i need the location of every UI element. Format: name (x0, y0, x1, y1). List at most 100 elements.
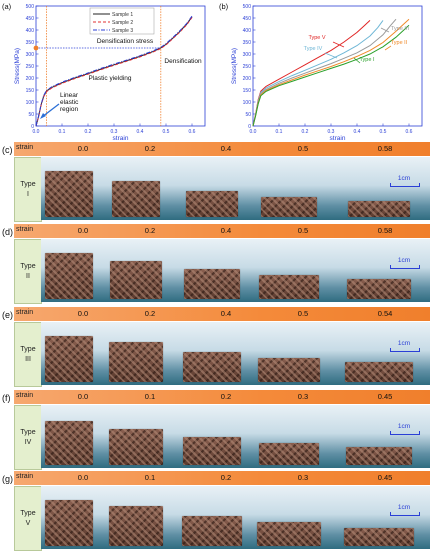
type-label-text: III (25, 356, 31, 363)
scale-bar-label: 1cm (397, 504, 411, 511)
photo-area: 1cm (41, 239, 430, 302)
legend-box (89, 7, 155, 35)
y-tick-label: 300 (26, 52, 35, 58)
photo-area: 1cm (41, 405, 430, 468)
y-tick-label: 250 (26, 64, 35, 70)
sample-photo (45, 171, 93, 217)
y-tick-label: 100 (26, 100, 35, 106)
scale-bar-label: 1cm (397, 423, 411, 430)
strain-value: 0.5 (297, 309, 309, 318)
scale-bar-label: 1cm (397, 340, 411, 347)
y-axis-label: Stress(MPa) (14, 48, 21, 84)
y-tick-label: 400 (26, 28, 35, 34)
scale-bar (390, 512, 420, 516)
x-tick-label: 0.2 (85, 129, 92, 135)
strain-header-label: strain (16, 473, 34, 480)
x-tick-label: 0.3 (328, 129, 335, 135)
series-label-0: Type V (308, 35, 325, 41)
sample-photo (183, 352, 241, 382)
panel-label: (c) (2, 145, 13, 155)
series-line-4 (252, 24, 410, 127)
x-tick-label: 0.0 (250, 129, 257, 135)
sample-photo (109, 429, 163, 465)
strain-value: 0.2 (144, 144, 156, 153)
scale-bar-label: 1cm (397, 257, 411, 264)
photo-area: 1cm (41, 322, 430, 385)
label-arrow-ii (384, 45, 392, 51)
y-tick-label: 200 (26, 76, 35, 82)
sample-photo (259, 443, 319, 465)
y-tick-label: 0 (248, 124, 251, 130)
series-line-2 (35, 15, 193, 127)
strain-value: 0.4 (220, 309, 232, 318)
series-line-1 (35, 17, 193, 127)
x-tick-label: 0.0 (33, 129, 40, 135)
y-tick-label: 100 (243, 100, 252, 106)
chart-b: 0 50 100 150 200 250 300 350 400 450 500 0.0 0.1 0.2 0… (217, 0, 432, 142)
strain-value: 0.3 (297, 473, 309, 482)
series-label-3: Type II (391, 40, 408, 46)
panel-label: (f) (2, 393, 11, 403)
type-label-text: IV (24, 439, 32, 446)
panel-label: (a) (2, 2, 12, 11)
strain-header-bar: strain 0.0 0.2 0.4 0.5 0.58 (14, 142, 430, 156)
type-label-text: Type (20, 510, 36, 517)
legend-entry-1: Sample 2 (112, 20, 133, 26)
strain-header-label: strain (16, 144, 34, 151)
x-tick-label: 0.6 (406, 129, 413, 135)
series-label-4: Type I (360, 57, 375, 63)
x-tick-label: 0.4 (137, 129, 144, 135)
strain-value: 0.2 (144, 226, 156, 235)
strain-header-bar: strain 0.0 0.2 0.4 0.5 0.54 (14, 307, 430, 321)
strain-value: 0.5 (297, 226, 309, 235)
type-label-text: Type (20, 346, 36, 353)
strain-header-label: strain (16, 392, 34, 399)
photo-row: (c) strain 0.0 0.2 0.4 0.5 0.58 Type I 1cm (0, 142, 432, 222)
sample-photo (347, 279, 411, 299)
strain-value: 0.0 (77, 473, 89, 482)
strain-value: 0.54 (377, 309, 393, 318)
chart-a: 0 50 100 150 200 250 300 350 400 450 500 0.0 0.1 0.2 0… (0, 0, 215, 142)
label-arrow-i (353, 57, 361, 64)
x-tick-label: 0.5 (163, 129, 170, 135)
y-tick-label: 50 (28, 112, 34, 118)
panel-label: (e) (2, 310, 13, 320)
strain-header-bar: strain 0.0 0.2 0.4 0.5 0.58 (14, 224, 430, 238)
strain-value: 0.45 (377, 392, 393, 401)
x-tick-label: 0.2 (302, 129, 309, 135)
scale-bar (390, 265, 420, 269)
y-tick-label: 150 (243, 88, 252, 94)
y-tick-label: 50 (245, 112, 251, 118)
y-tick-label: 500 (26, 4, 35, 10)
sample-photo (345, 362, 413, 382)
annotation-densification: Densification (164, 58, 202, 65)
strain-value: 0.1 (144, 392, 156, 401)
densification-stress-point (33, 45, 39, 51)
sample-photo (110, 261, 162, 299)
strain-header-bar: strain 0.0 0.1 0.2 0.3 0.45 (14, 471, 430, 485)
y-tick-label: 450 (26, 16, 35, 22)
y-tick-label: 0 (31, 124, 34, 130)
series-label-1: Type IV (304, 46, 323, 52)
sample-photo (184, 269, 240, 299)
type-label-text: V (25, 520, 31, 527)
label-arrow-iii (380, 27, 390, 33)
sample-photo (183, 437, 241, 465)
strain-value: 0.4 (220, 226, 232, 235)
strain-value: 0.0 (77, 309, 89, 318)
type-label-box: Type V (14, 486, 42, 551)
y-tick-label: 350 (243, 40, 252, 46)
legend: Sample 1 Sample 2 Sample 3 (89, 7, 155, 35)
photo-row: (e) strain 0.0 0.2 0.4 0.5 0.54 Type III 1cm (0, 307, 432, 387)
strain-value: 0.3 (297, 392, 309, 401)
sample-photo (261, 197, 317, 217)
sample-photo (346, 447, 412, 465)
strain-value: 0.5 (297, 144, 309, 153)
series-label-2: Type III (391, 26, 410, 32)
photo-area: 1cm (41, 157, 430, 220)
sample-photo (109, 342, 163, 382)
x-tick-label: 0.6 (189, 129, 196, 135)
type-label-text: Type (20, 429, 36, 436)
type-label-text: Type (20, 263, 36, 270)
scale-bar (390, 431, 420, 435)
